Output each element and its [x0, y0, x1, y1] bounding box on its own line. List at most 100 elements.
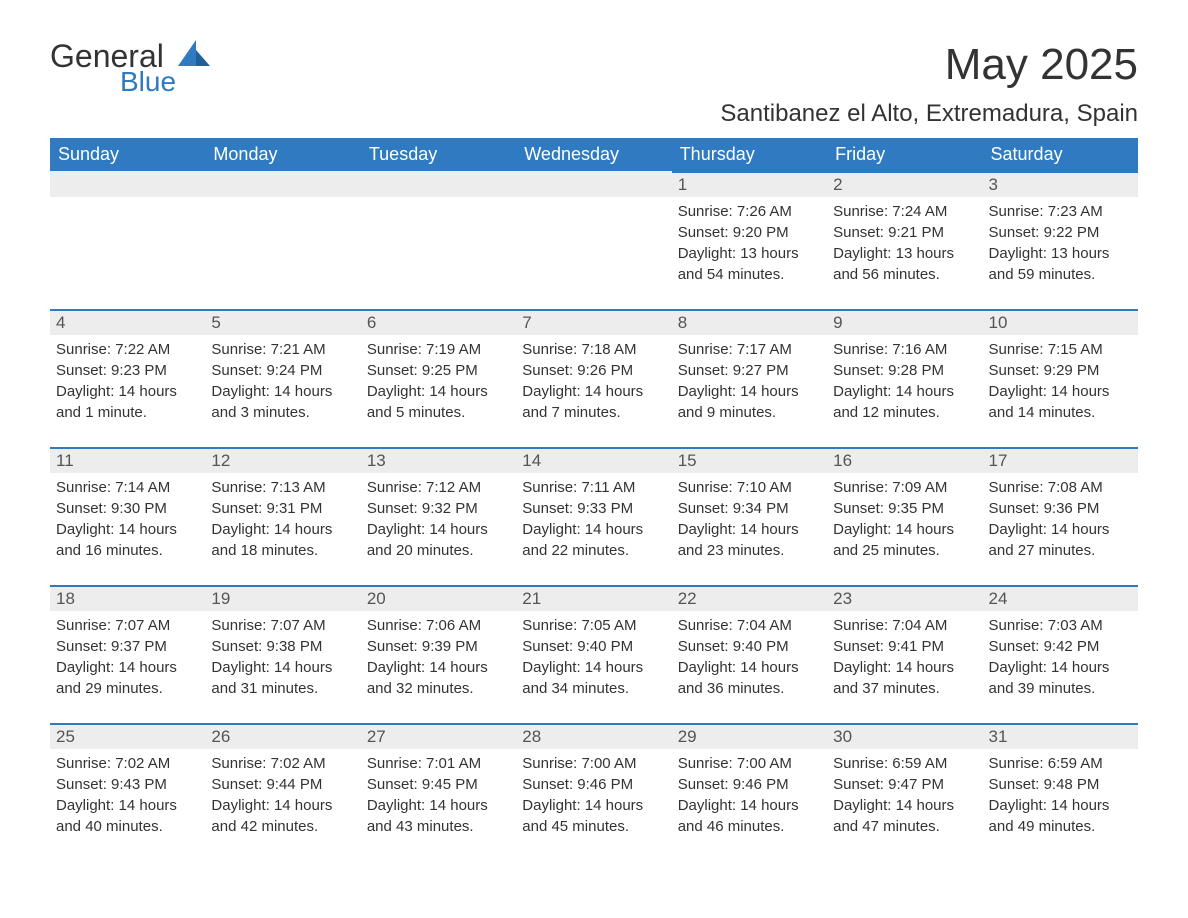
sunset-text: Sunset: 9:40 PM [678, 636, 821, 657]
day-number: 25 [50, 723, 205, 749]
day-body: Sunrise: 7:24 AMSunset: 9:21 PMDaylight:… [827, 197, 982, 291]
sunset-text: Sunset: 9:20 PM [678, 222, 821, 243]
sunset-text: Sunset: 9:38 PM [211, 636, 354, 657]
day-body: Sunrise: 7:06 AMSunset: 9:39 PMDaylight:… [361, 611, 516, 705]
day-number: 29 [672, 723, 827, 749]
calendar-cell: 6Sunrise: 7:19 AMSunset: 9:25 PMDaylight… [361, 309, 516, 447]
day-body: Sunrise: 7:21 AMSunset: 9:24 PMDaylight:… [205, 335, 360, 429]
day-number: 27 [361, 723, 516, 749]
calendar-cell: 15Sunrise: 7:10 AMSunset: 9:34 PMDayligh… [672, 447, 827, 585]
calendar-week: 11Sunrise: 7:14 AMSunset: 9:30 PMDayligh… [50, 447, 1138, 585]
sunset-text: Sunset: 9:32 PM [367, 498, 510, 519]
calendar-body: 1Sunrise: 7:26 AMSunset: 9:20 PMDaylight… [50, 171, 1138, 861]
day-number: 7 [516, 309, 671, 335]
daylight-text: Daylight: 14 hours and 49 minutes. [989, 795, 1132, 837]
sunset-text: Sunset: 9:30 PM [56, 498, 199, 519]
sunset-text: Sunset: 9:26 PM [522, 360, 665, 381]
triangle-icon [178, 40, 212, 71]
calendar-cell: 21Sunrise: 7:05 AMSunset: 9:40 PMDayligh… [516, 585, 671, 723]
weekday-header: Wednesday [516, 138, 671, 171]
sunrise-text: Sunrise: 7:26 AM [678, 201, 821, 222]
sunrise-text: Sunrise: 7:07 AM [56, 615, 199, 636]
sunrise-text: Sunrise: 7:04 AM [833, 615, 976, 636]
day-number: 31 [983, 723, 1138, 749]
day-number: 22 [672, 585, 827, 611]
calendar-cell: 19Sunrise: 7:07 AMSunset: 9:38 PMDayligh… [205, 585, 360, 723]
day-body: Sunrise: 7:14 AMSunset: 9:30 PMDaylight:… [50, 473, 205, 567]
day-body: Sunrise: 7:00 AMSunset: 9:46 PMDaylight:… [672, 749, 827, 843]
sunset-text: Sunset: 9:45 PM [367, 774, 510, 795]
calendar-cell: 8Sunrise: 7:17 AMSunset: 9:27 PMDaylight… [672, 309, 827, 447]
sunrise-text: Sunrise: 7:06 AM [367, 615, 510, 636]
day-number: 11 [50, 447, 205, 473]
calendar-cell: 14Sunrise: 7:11 AMSunset: 9:33 PMDayligh… [516, 447, 671, 585]
calendar-cell: 23Sunrise: 7:04 AMSunset: 9:41 PMDayligh… [827, 585, 982, 723]
calendar-cell: 2Sunrise: 7:24 AMSunset: 9:21 PMDaylight… [827, 171, 982, 309]
calendar-cell: 3Sunrise: 7:23 AMSunset: 9:22 PMDaylight… [983, 171, 1138, 309]
daylight-text: Daylight: 14 hours and 1 minute. [56, 381, 199, 423]
day-number: 24 [983, 585, 1138, 611]
calendar-cell [516, 171, 671, 309]
day-body: Sunrise: 7:10 AMSunset: 9:34 PMDaylight:… [672, 473, 827, 567]
weekday-header: Friday [827, 138, 982, 171]
daylight-text: Daylight: 13 hours and 56 minutes. [833, 243, 976, 285]
day-body: Sunrise: 7:15 AMSunset: 9:29 PMDaylight:… [983, 335, 1138, 429]
sunrise-text: Sunrise: 7:07 AM [211, 615, 354, 636]
sunrise-text: Sunrise: 7:18 AM [522, 339, 665, 360]
calendar-cell: 31Sunrise: 6:59 AMSunset: 9:48 PMDayligh… [983, 723, 1138, 861]
day-number: 9 [827, 309, 982, 335]
sunset-text: Sunset: 9:37 PM [56, 636, 199, 657]
calendar-week: 25Sunrise: 7:02 AMSunset: 9:43 PMDayligh… [50, 723, 1138, 861]
day-body: Sunrise: 7:13 AMSunset: 9:31 PMDaylight:… [205, 473, 360, 567]
daylight-text: Daylight: 14 hours and 34 minutes. [522, 657, 665, 699]
sunset-text: Sunset: 9:42 PM [989, 636, 1132, 657]
daylight-text: Daylight: 14 hours and 23 minutes. [678, 519, 821, 561]
day-body: Sunrise: 7:11 AMSunset: 9:33 PMDaylight:… [516, 473, 671, 567]
weekday-header: Sunday [50, 138, 205, 171]
sunrise-text: Sunrise: 7:22 AM [56, 339, 199, 360]
calendar-cell: 26Sunrise: 7:02 AMSunset: 9:44 PMDayligh… [205, 723, 360, 861]
daylight-text: Daylight: 14 hours and 20 minutes. [367, 519, 510, 561]
day-body: Sunrise: 7:01 AMSunset: 9:45 PMDaylight:… [361, 749, 516, 843]
day-body: Sunrise: 7:04 AMSunset: 9:41 PMDaylight:… [827, 611, 982, 705]
calendar-cell: 5Sunrise: 7:21 AMSunset: 9:24 PMDaylight… [205, 309, 360, 447]
day-body: Sunrise: 7:04 AMSunset: 9:40 PMDaylight:… [672, 611, 827, 705]
day-body: Sunrise: 7:26 AMSunset: 9:20 PMDaylight:… [672, 197, 827, 291]
daylight-text: Daylight: 14 hours and 29 minutes. [56, 657, 199, 699]
calendar-cell: 17Sunrise: 7:08 AMSunset: 9:36 PMDayligh… [983, 447, 1138, 585]
day-number: 17 [983, 447, 1138, 473]
daylight-text: Daylight: 14 hours and 12 minutes. [833, 381, 976, 423]
sunset-text: Sunset: 9:21 PM [833, 222, 976, 243]
calendar-cell: 20Sunrise: 7:06 AMSunset: 9:39 PMDayligh… [361, 585, 516, 723]
calendar-cell: 27Sunrise: 7:01 AMSunset: 9:45 PMDayligh… [361, 723, 516, 861]
sunrise-text: Sunrise: 7:13 AM [211, 477, 354, 498]
daylight-text: Daylight: 14 hours and 47 minutes. [833, 795, 976, 837]
day-number: 30 [827, 723, 982, 749]
logo: General Blue [50, 40, 212, 96]
day-number: 5 [205, 309, 360, 335]
day-number: 1 [672, 171, 827, 197]
sunrise-text: Sunrise: 7:04 AM [678, 615, 821, 636]
calendar-cell: 7 Sunrise: 7:18 AMSunset: 9:26 PMDaylight… [516, 309, 671, 447]
sunset-text: Sunset: 9:27 PM [678, 360, 821, 381]
title-block: May 2025 Santibanez el Alto, Extremadura… [720, 40, 1138, 128]
daylight-text: Daylight: 14 hours and 7 minutes. [522, 381, 665, 423]
daylight-text: Daylight: 14 hours and 43 minutes. [367, 795, 510, 837]
calendar-cell: 11Sunrise: 7:14 AMSunset: 9:30 PMDayligh… [50, 447, 205, 585]
sunrise-text: Sunrise: 7:03 AM [989, 615, 1132, 636]
empty-day-bar [50, 171, 205, 197]
day-number: 20 [361, 585, 516, 611]
empty-day-bar [361, 171, 516, 197]
sunrise-text: Sunrise: 7:17 AM [678, 339, 821, 360]
day-number: 23 [827, 585, 982, 611]
sunset-text: Sunset: 9:25 PM [367, 360, 510, 381]
daylight-text: Daylight: 14 hours and 42 minutes. [211, 795, 354, 837]
header: General Blue May 2025 Santibanez el Alto… [50, 40, 1138, 128]
daylight-text: Daylight: 13 hours and 59 minutes. [989, 243, 1132, 285]
sunset-text: Sunset: 9:48 PM [989, 774, 1132, 795]
calendar-cell: 29Sunrise: 7:00 AMSunset: 9:46 PMDayligh… [672, 723, 827, 861]
sunrise-text: Sunrise: 7:19 AM [367, 339, 510, 360]
sunset-text: Sunset: 9:31 PM [211, 498, 354, 519]
day-body: Sunrise: 7:09 AMSunset: 9:35 PMDaylight:… [827, 473, 982, 567]
calendar-cell: 24Sunrise: 7:03 AMSunset: 9:42 PMDayligh… [983, 585, 1138, 723]
